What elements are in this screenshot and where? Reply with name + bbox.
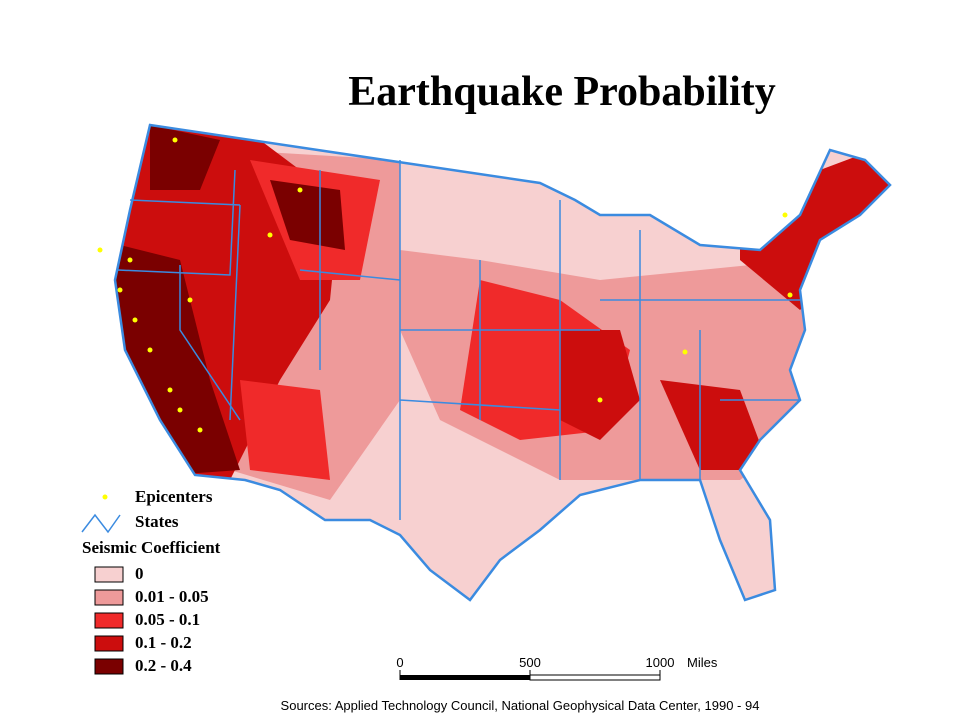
region bbox=[660, 380, 770, 470]
legend-swatch bbox=[94, 612, 124, 629]
region bbox=[270, 180, 345, 250]
legend-swatch bbox=[94, 658, 124, 675]
scale-bar: 0 500 1000 Miles bbox=[396, 655, 718, 681]
scale-tick-label: 1000 bbox=[646, 655, 675, 670]
legend-swatch bbox=[94, 635, 124, 652]
map-title: Earthquake Probability bbox=[348, 69, 775, 115]
legend-label: 0.2 - 0.4 bbox=[135, 656, 192, 675]
scale-bar-segment bbox=[400, 675, 530, 680]
legend-label: Epicenters bbox=[135, 487, 213, 506]
epicenters bbox=[97, 137, 793, 433]
legend-swatch bbox=[94, 566, 124, 583]
map-regions bbox=[115, 125, 890, 600]
scale-unit: Miles bbox=[687, 655, 718, 670]
legend-symbol bbox=[81, 513, 121, 534]
source-note: Sources: Applied Technology Council, Nat… bbox=[281, 698, 760, 713]
region bbox=[560, 330, 640, 440]
legend-label: 0.05 - 0.1 bbox=[135, 610, 200, 629]
legend: Epicenters States Seismic Coefficient 0 0.01… bbox=[81, 487, 221, 675]
scale-tick-label: 500 bbox=[519, 655, 541, 670]
legend-label: 0 bbox=[135, 564, 144, 583]
legend-label: 0.01 - 0.05 bbox=[135, 587, 209, 606]
scale-bar-segment bbox=[529, 674, 661, 681]
legend-heading: Seismic Coefficient bbox=[82, 538, 221, 557]
scale-tick-label: 0 bbox=[396, 655, 403, 670]
state-lines bbox=[117, 160, 800, 520]
region bbox=[240, 380, 330, 480]
legend-label: 0.1 - 0.2 bbox=[135, 633, 192, 652]
legend-symbol bbox=[102, 494, 108, 500]
country-outline bbox=[113, 123, 892, 602]
legend-label: States bbox=[135, 512, 179, 531]
region bbox=[740, 140, 890, 310]
legend-swatch bbox=[94, 589, 124, 606]
region bbox=[150, 125, 220, 190]
